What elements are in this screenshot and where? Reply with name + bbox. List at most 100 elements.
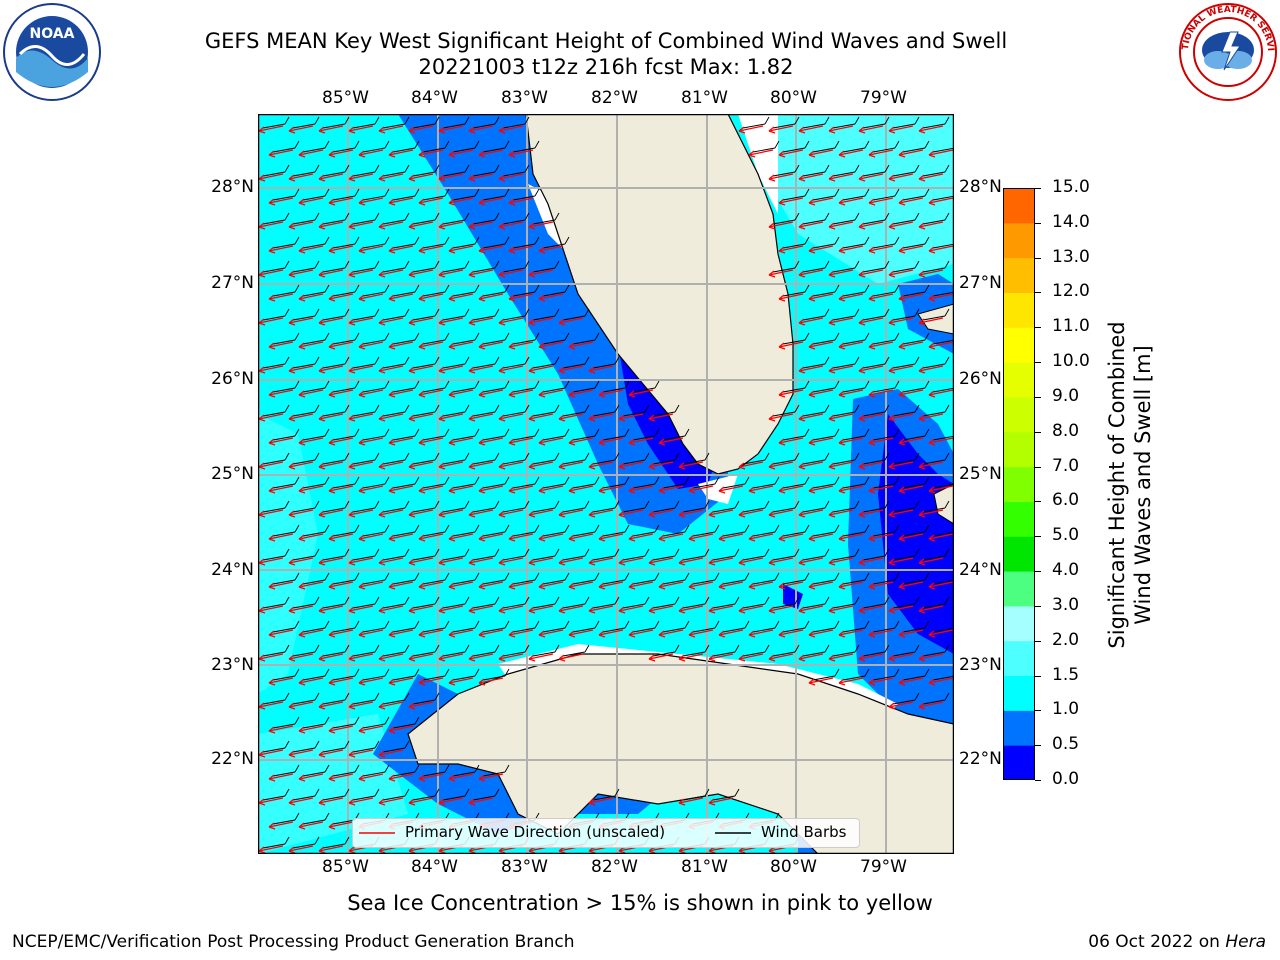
wave-direction-arrow — [408, 125, 434, 134]
wind-barb — [502, 452, 530, 465]
wind-barb — [292, 260, 320, 273]
wave-direction-arrow — [468, 557, 494, 566]
wind-barb — [382, 452, 410, 465]
wind-barb — [322, 260, 350, 273]
wind-barb — [532, 452, 560, 465]
wind-barb — [452, 380, 480, 393]
wave-direction-arrow — [358, 437, 384, 446]
lat-tick: 24°N — [959, 560, 1002, 580]
wind-barb — [722, 524, 750, 537]
wave-direction-arrow — [298, 149, 324, 158]
wind-barb — [472, 548, 500, 561]
wind-barb — [752, 140, 780, 153]
wave-direction-arrow — [538, 533, 564, 542]
wind-barb — [772, 452, 800, 465]
wind-barb — [512, 284, 540, 297]
wave-direction-arrow — [358, 197, 384, 206]
wave-direction-arrow — [468, 221, 494, 230]
wind-barb — [782, 332, 810, 345]
wind-barb — [472, 644, 500, 657]
wave-direction-arrow — [318, 221, 344, 230]
wave-direction-arrow — [418, 293, 444, 302]
wind-barb — [262, 692, 290, 705]
wave-direction-arrow — [348, 461, 374, 470]
wind-barb — [352, 356, 380, 369]
wind-barb — [622, 548, 650, 561]
wind-barb — [482, 524, 510, 537]
wind-barb — [932, 243, 954, 249]
wave-direction-arrow — [298, 677, 324, 686]
wave-direction-arrow — [348, 653, 374, 662]
colorbar-title-line2: Wind Waves and Swell [m] — [1131, 345, 1155, 625]
wave-direction-arrow — [858, 221, 884, 230]
noaa-logo: NOAA — [3, 3, 101, 101]
wind-barb — [862, 212, 890, 225]
wave-direction-arrow — [388, 581, 414, 590]
wave-direction-arrow — [918, 125, 944, 134]
wind-barb — [832, 596, 860, 609]
wind-barb — [692, 620, 720, 633]
wind-barb — [532, 212, 560, 225]
wave-direction-arrow — [448, 629, 474, 638]
wind-barb — [752, 524, 780, 537]
wave-direction-arrow — [318, 653, 344, 662]
wave-direction-arrow — [688, 581, 714, 590]
wind-barb — [482, 284, 510, 297]
wave-direction-arrow — [928, 293, 954, 302]
colorbar-tick-mark — [1035, 327, 1041, 329]
colorbar-tick-label: 4.0 — [1052, 560, 1080, 581]
wave-direction-arrow — [358, 677, 384, 686]
wind-barb — [542, 284, 570, 297]
wave-direction-arrow — [588, 605, 614, 614]
wave-direction-arrow — [918, 365, 944, 374]
wave-direction-arrow — [508, 389, 534, 398]
wind-barb — [452, 524, 480, 537]
wind-barb — [412, 116, 440, 129]
wave-direction-arrow — [418, 677, 444, 686]
wave-direction-arrow — [358, 389, 384, 398]
wave-direction-arrow — [838, 629, 864, 638]
wave-direction-arrow — [798, 557, 824, 566]
wind-barb — [332, 764, 360, 777]
wave-direction-arrow — [538, 341, 564, 350]
wind-barb — [322, 452, 350, 465]
wind-barb — [332, 188, 360, 201]
wave-direction-arrow — [318, 461, 344, 470]
wave-direction-arrow — [838, 437, 864, 446]
colorbar-tick-label: 11.0 — [1052, 316, 1090, 337]
wave-direction-arrow — [438, 797, 464, 806]
wave-direction-arrow — [348, 317, 374, 326]
colorbar-tick-mark — [1035, 396, 1041, 398]
wind-barb — [472, 116, 500, 129]
wind-barb — [392, 764, 420, 777]
wind-barb — [842, 380, 870, 393]
wave-direction-arrow — [348, 173, 374, 182]
wind-barb — [472, 500, 500, 513]
wave-direction-arrow — [768, 125, 794, 134]
wave-direction-arrow — [588, 797, 614, 806]
wave-direction-arrow — [298, 773, 324, 782]
wind-barb — [892, 116, 920, 129]
wind-barb — [632, 572, 660, 585]
colorbar-tick-mark — [1035, 710, 1041, 712]
wave-direction-arrow — [318, 317, 344, 326]
wave-direction-arrow — [328, 581, 354, 590]
wave-direction-arrow — [618, 605, 644, 614]
wind-barb — [362, 140, 390, 153]
wind-barb — [412, 788, 440, 801]
wave-direction-arrow — [898, 533, 924, 542]
wave-direction-arrow — [358, 485, 384, 494]
wave-direction-arrow — [448, 389, 474, 398]
map-legend: Primary Wave Direction (unscaled) Wind B… — [352, 818, 860, 848]
wave-direction-arrow — [358, 773, 384, 782]
wave-direction-arrow — [408, 557, 434, 566]
wave-direction-arrow — [628, 389, 654, 398]
wind-barb — [922, 164, 950, 177]
wind-barb — [692, 572, 720, 585]
wind-barb — [802, 452, 830, 465]
wind-barb — [442, 404, 470, 417]
wave-direction-arrow — [258, 221, 284, 230]
wind-barb — [562, 308, 590, 321]
wind-barb — [292, 596, 320, 609]
wind-barb — [412, 596, 440, 609]
